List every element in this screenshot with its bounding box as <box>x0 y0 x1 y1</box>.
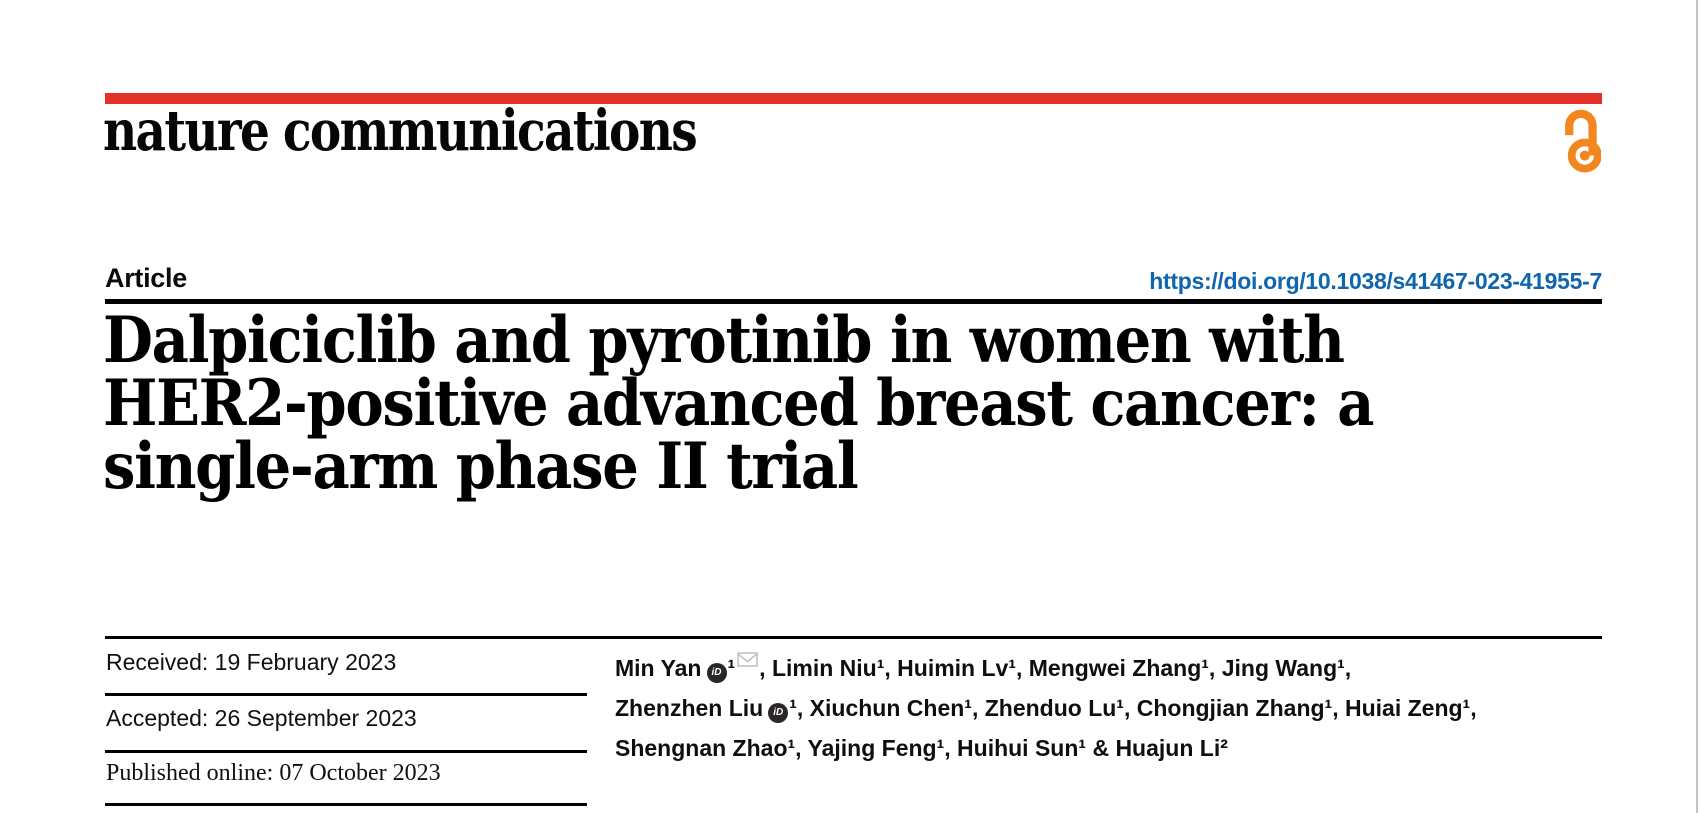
author-affiliation-sup: ¹ <box>727 655 736 681</box>
date-divider <box>105 750 587 753</box>
author-names: Shengnan Zhao¹, Yajing Feng¹, Huihui Sun… <box>615 735 1228 761</box>
article-type-label: Article <box>105 263 187 293</box>
paper-title-line-2: HER2-positive advanced breast cancer: a <box>103 366 1375 441</box>
author-line-1: Min Yan iD ¹ , Limin Niu¹, Huimin Lv¹, Meng… <box>615 648 1575 688</box>
date-divider <box>105 803 587 806</box>
header-rule <box>105 299 1602 304</box>
orcid-icon[interactable]: iD <box>768 703 789 723</box>
journal-logo: nature communications <box>103 98 698 164</box>
author-line-3: Shengnan Zhao¹, Yajing Feng¹, Huihui Sun… <box>615 728 1575 768</box>
author-affiliation-sup: ¹ <box>789 695 797 721</box>
date-divider <box>105 693 587 696</box>
orcid-icon[interactable]: iD <box>706 663 727 683</box>
author-names: , Xiuchun Chen¹, Zhenduo Lu¹, Chongjian … <box>796 695 1477 721</box>
author-names: , Limin Niu¹, Huimin Lv¹, Mengwei Zhang¹… <box>759 655 1352 681</box>
email-icon[interactable] <box>737 652 758 667</box>
received-date: Received: 19 February 2023 <box>106 649 397 675</box>
paper-title-line-1: Dalpiciclib and pyrotinib in women with <box>103 303 1345 378</box>
page-right-border <box>1696 0 1698 813</box>
accepted-date: Accepted: 26 September 2023 <box>106 705 417 731</box>
doi-link[interactable]: https://doi.org/10.1038/s41467-023-41955… <box>1149 268 1602 294</box>
info-top-rule <box>105 636 1602 639</box>
open-access-icon <box>1565 109 1601 173</box>
author-line-2: Zhenzhen Liu iD ¹, Xiuchun Chen¹, Zhenduo … <box>615 688 1575 728</box>
paper-title: Dalpiciclib and pyrotinib in women with … <box>103 303 1534 504</box>
author-name: Zhenzhen Liu <box>615 695 764 721</box>
author-name: Min Yan <box>615 655 702 681</box>
paper-title-line-3: single-arm phase II trial <box>103 429 859 504</box>
published-date: Published online: 07 October 2023 <box>106 760 441 786</box>
author-list: Min Yan iD ¹, Limin Niu¹, Huimin Lv¹, Meng… <box>615 648 1575 768</box>
brand-red-bar <box>105 93 1602 104</box>
